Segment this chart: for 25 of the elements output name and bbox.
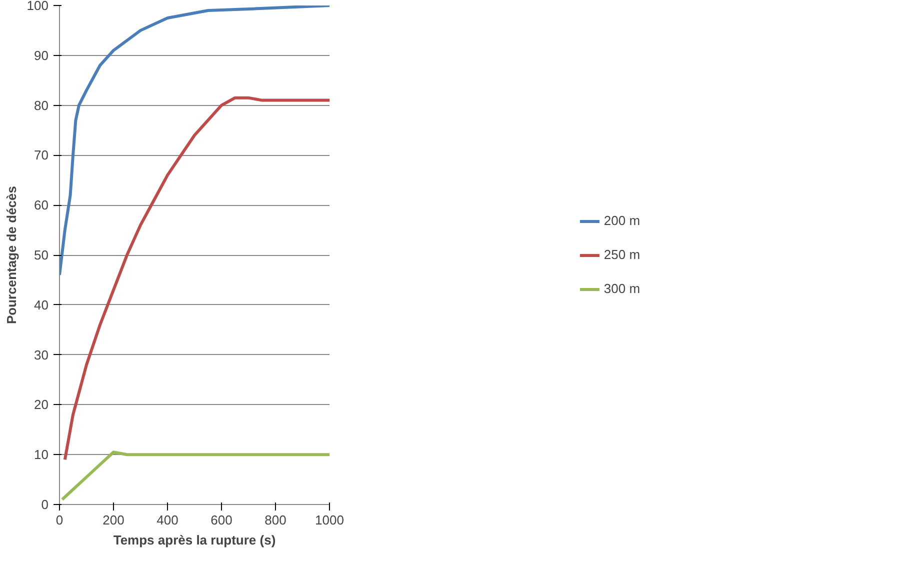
x-tick-label: 1000 [315,512,344,528]
y-tick-label: 20 [34,397,49,412]
line-series [60,6,330,276]
x-tick-label: 0 [56,512,64,528]
y-tick-label: 80 [34,98,49,113]
x-tick-label: 200 [102,512,124,528]
y-tick-label: 30 [34,347,49,362]
y-tick-label: 40 [34,297,49,312]
x-tick-label: 600 [210,512,232,528]
line-series [63,96,330,462]
y-tick-label: 100 [26,0,49,13]
y-tick-label: 50 [34,248,49,262]
x-tick-label: 400 [156,512,178,528]
legend-label: 250 m [604,247,640,262]
y-tick-label: 60 [34,198,49,213]
x-axis-title: Temps après la rupture (s) [113,532,276,548]
y-tick-label: 70 [34,148,49,163]
y-tick-label: 10 [34,447,49,462]
legend-label: 200 m [604,213,640,228]
line-series [60,450,330,502]
x-tick-label: 800 [264,512,286,528]
y-tick-label: 0 [41,497,49,512]
legend-label: 300 m [604,281,640,296]
y-tick-label: 90 [34,48,49,63]
y-axis-title: Pourcentage de décès [4,186,19,324]
